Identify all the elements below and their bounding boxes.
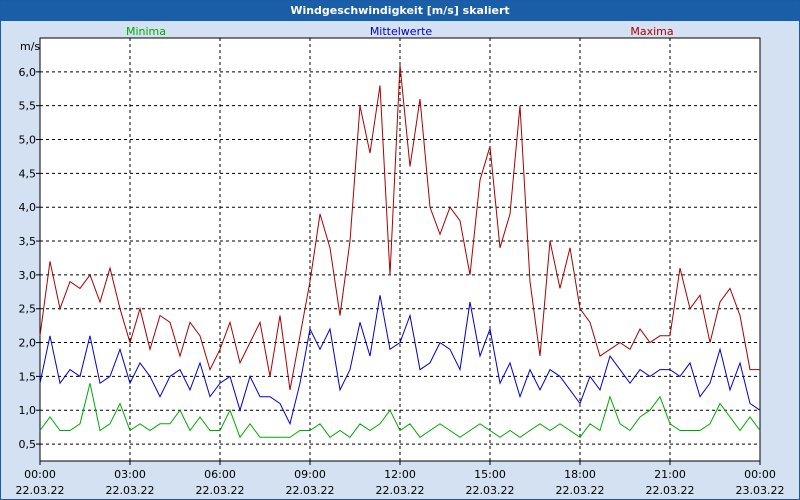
x-tick-time: 21:00 <box>654 468 686 481</box>
y-tick-label: 2,0 <box>19 337 37 350</box>
y-tick-label: 3,5 <box>19 235 37 248</box>
y-tick-label: 5,0 <box>19 134 37 147</box>
x-tick-date: 22.03.22 <box>106 484 155 497</box>
x-tick-date: 22.03.22 <box>376 484 425 497</box>
x-tick-time: 18:00 <box>564 468 596 481</box>
x-tick-date: 22.03.22 <box>16 484 65 497</box>
x-tick-time: 09:00 <box>294 468 326 481</box>
x-tick-time: 00:00 <box>24 468 56 481</box>
y-tick-label: 2,5 <box>19 303 37 316</box>
series-line-mittelwerte <box>39 295 761 426</box>
y-tick-label: 4,0 <box>19 201 37 214</box>
series-line-minima <box>39 383 761 439</box>
y-tick-label: 4,5 <box>19 167 37 180</box>
y-tick-label: 3,0 <box>19 269 37 282</box>
x-tick-time: 12:00 <box>384 468 416 481</box>
legend-minima: Minima <box>126 25 166 38</box>
series-lines <box>39 65 761 439</box>
legend-maxima: Maxima <box>630 25 673 38</box>
y-tick-label: 6,0 <box>19 66 37 79</box>
grid-lines <box>40 38 760 461</box>
x-tick-date: 22.03.22 <box>466 484 515 497</box>
y-axis-unit: m/s <box>20 40 40 53</box>
y-tick-label: 5,5 <box>19 100 37 113</box>
window-title: Windgeschwindigkeit [m/s] skaliert <box>1 1 799 21</box>
x-tick-time: 00:00 <box>744 468 776 481</box>
x-axis-ticks: 00:00 22.03.22 03:00 22.03.22 06:00 22.03.22 0… <box>16 461 785 497</box>
x-tick-time: 06:00 <box>204 468 236 481</box>
x-tick-date: 22.03.22 <box>556 484 605 497</box>
x-tick-time: 15:00 <box>474 468 506 481</box>
legend-mittelwerte: Mittelwerte <box>370 25 433 38</box>
x-tick-date: 22.03.22 <box>286 484 335 497</box>
x-tick-date: 22.03.22 <box>196 484 245 497</box>
y-tick-label: 1,5 <box>19 370 37 383</box>
series-line-maxima <box>39 65 760 390</box>
y-axis-ticks: 0,5 1,0 1,5 2,0 2,5 3,0 3,5 4,0 4,5 5,0 5,5 6,0 <box>19 66 40 451</box>
x-tick-date: 23.03.22 <box>736 484 785 497</box>
x-tick-date: 22.03.22 <box>646 484 695 497</box>
y-tick-label: 1,0 <box>19 404 37 417</box>
y-tick-label: 0,5 <box>19 438 37 451</box>
x-tick-time: 03:00 <box>114 468 146 481</box>
